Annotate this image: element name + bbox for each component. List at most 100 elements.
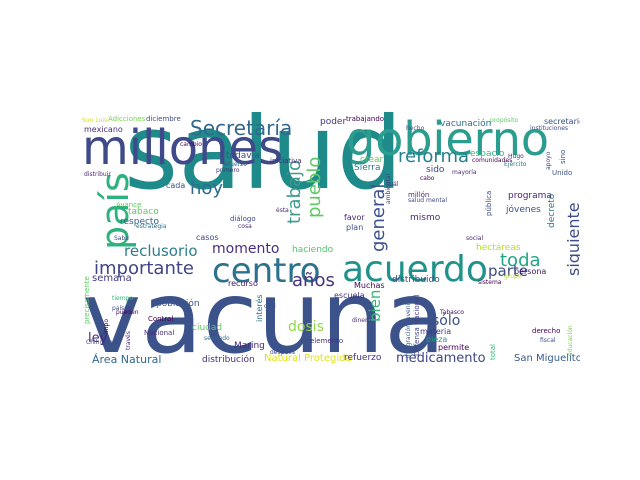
cloud-word: trabajo [284, 160, 305, 224]
cloud-word: cada [166, 181, 186, 190]
cloud-word: Hugo [508, 153, 524, 160]
cloud-word: fiscal [540, 337, 556, 344]
cloud-word: espacio [470, 149, 505, 159]
cloud-word: materia [420, 327, 452, 336]
cloud-word: Control [148, 315, 174, 323]
cloud-word: todavía [226, 151, 260, 161]
cloud-word: impo [103, 319, 110, 334]
cloud-word: cambio [180, 141, 202, 148]
cloud-word: pública [485, 190, 493, 216]
cloud-word: comunidades [472, 157, 513, 164]
cloud-word: hoy [190, 178, 224, 199]
cloud-word: toda [500, 250, 541, 271]
cloud-word: refuerzo [222, 161, 247, 168]
cloud-word: poder [320, 117, 347, 127]
cloud-word: mexicano [84, 125, 123, 134]
cloud-word: millones [82, 120, 284, 176]
cloud-word: estrategia [136, 223, 167, 230]
cloud-word: salud mental [408, 197, 448, 204]
cloud-word: distribuido [392, 275, 440, 285]
cloud-word: derecho [532, 327, 561, 335]
cloud-word: Avance [116, 201, 142, 209]
cloud-word: reclusorio [124, 242, 198, 260]
cloud-word: mismo [410, 213, 441, 223]
cloud-word: educación [567, 325, 574, 356]
cloud-word: apoyo [545, 151, 552, 170]
cloud-word: después [270, 349, 296, 356]
cloud-word: Defensa Nacional [413, 294, 421, 356]
cloud-word: instituciones [530, 125, 569, 132]
cloud-word: salud [124, 112, 403, 213]
cloud-word: sólo [432, 313, 461, 329]
cloud-word: elemento [310, 337, 344, 345]
cloud-word: diálogo [230, 215, 256, 223]
cloud-word: precisamente [83, 276, 91, 324]
cloud-word: años [292, 270, 335, 291]
cloud-word: casos [196, 233, 219, 242]
cloud-word: cabo [420, 175, 435, 182]
cloud-word: Adicciones [108, 115, 146, 123]
cloud-word: haciendo [292, 245, 334, 255]
cloud-word: medicamento [396, 351, 486, 366]
cloud-word: cuál [386, 181, 399, 188]
cloud-word: plan [346, 223, 364, 232]
cloud-word: Ejército [504, 161, 527, 168]
cloud-word: siguiente [564, 202, 580, 276]
cloud-word: secretario [544, 117, 580, 126]
cloud-word: permite [438, 343, 470, 352]
cloud-word: jóvenes [506, 205, 541, 215]
cloud-word: Secretaría [190, 116, 293, 140]
cloud-word: sistema [478, 279, 502, 286]
cloud-word: Sabe [114, 235, 129, 242]
cloud-word: Nacional [144, 329, 175, 337]
cloud-word: parte [488, 262, 528, 280]
cloud-word: Muchas [354, 281, 385, 290]
cloud-word: Natural Protegida [264, 353, 352, 364]
cloud-word: tabaco [128, 207, 159, 217]
word-cloud: salud vacuna millones gobierno acuerdo c… [80, 112, 580, 370]
cloud-word: refuerzo [344, 353, 382, 363]
cloud-word: semana [92, 273, 132, 284]
cloud-word: millón [408, 191, 430, 199]
cloud-word: Sun Luis [82, 117, 108, 124]
cloud-word: social [466, 235, 484, 242]
cloud-word: Sierra [354, 163, 381, 173]
cloud-word: Chihuahua [86, 339, 119, 346]
cloud-word: hectáreas [476, 243, 521, 253]
cloud-word: ambiental [385, 173, 392, 204]
cloud-word: Maring [234, 341, 265, 351]
cloud-word: casi [264, 303, 276, 310]
cloud-word: Unido [552, 169, 573, 177]
cloud-word: dosis [288, 319, 324, 335]
cloud-word: pieza [426, 335, 448, 344]
cloud-word: momento [212, 241, 280, 257]
cloud-word: San Miguelito [514, 353, 580, 364]
cloud-word: distribuir [84, 171, 111, 178]
cloud-word: mayoría [452, 169, 477, 176]
cloud-word: programa [508, 191, 552, 201]
cloud-word: propósito [490, 117, 519, 124]
cloud-word: población [156, 299, 200, 309]
cloud-word: distribución [202, 355, 255, 365]
cloud-word: reforma [398, 146, 470, 167]
cloud-word: Área Natural [92, 353, 162, 366]
cloud-word: Tabasco [440, 309, 464, 316]
cloud-word: decreto [547, 193, 557, 228]
cloud-word: gobierno [346, 112, 550, 166]
cloud-word: favor [344, 213, 365, 222]
cloud-word: grupo [504, 273, 522, 280]
cloud-word: centro [212, 251, 321, 291]
cloud-word: respecto [120, 217, 159, 227]
cloud-word: sido [426, 165, 445, 175]
cloud-word: crear [360, 155, 384, 165]
cloud-word: diciembre [146, 115, 181, 123]
cloud-word: pueblo [304, 156, 325, 218]
cloud-word: persona [514, 267, 547, 276]
cloud-word: través [125, 331, 132, 350]
cloud-word: Integración Juvenil [405, 302, 412, 358]
cloud-word: total [489, 343, 497, 360]
cloud-word: ciudad [192, 323, 223, 333]
cloud-word: dinero [352, 317, 371, 324]
cloud-word: pueden [116, 309, 139, 316]
cloud-word: interés [255, 294, 264, 322]
